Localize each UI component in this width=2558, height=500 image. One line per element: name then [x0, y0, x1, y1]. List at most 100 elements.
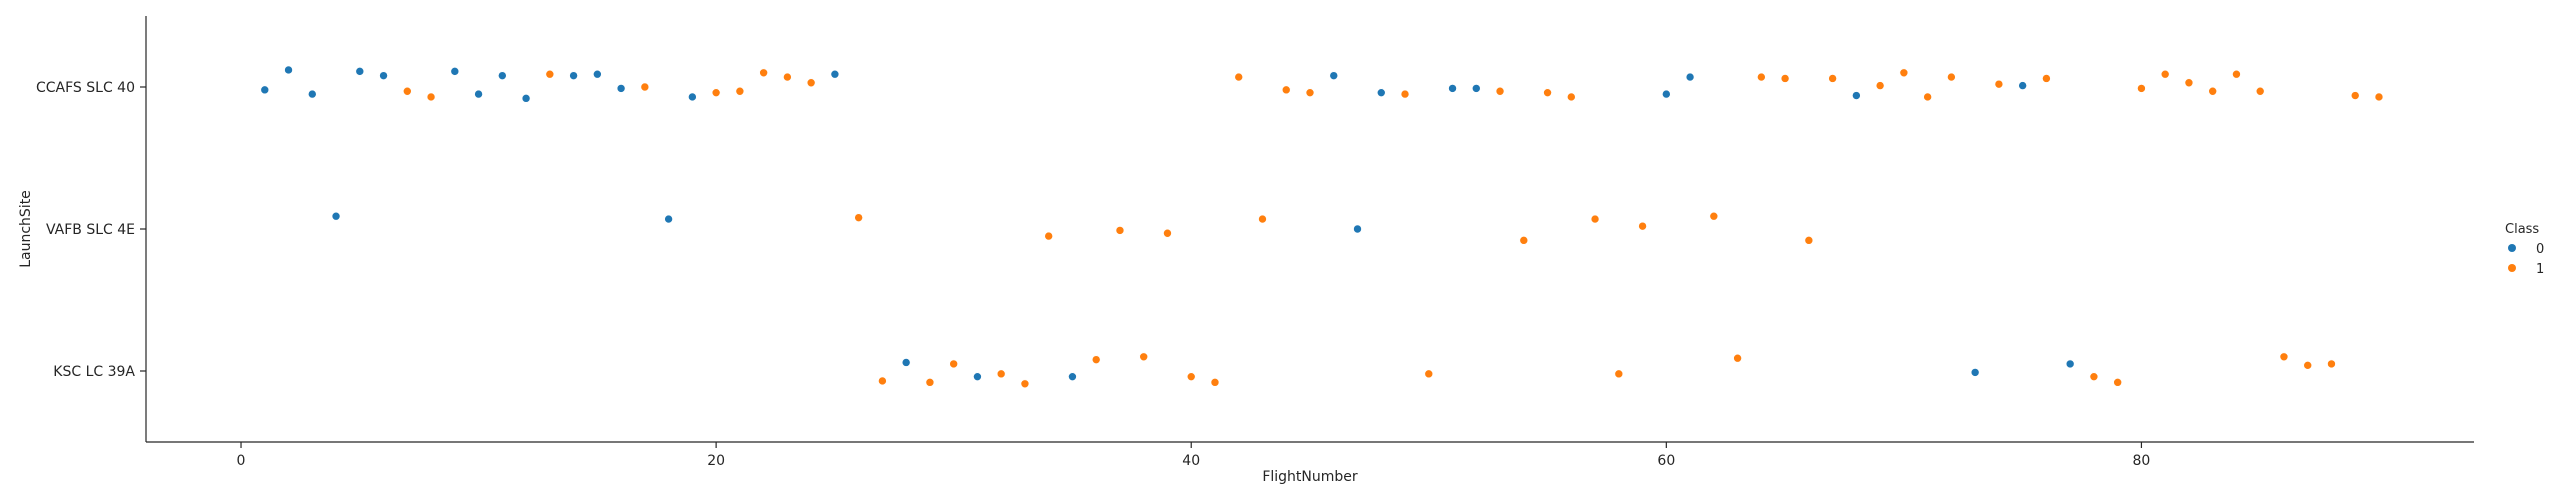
data-point	[450, 67, 460, 76]
data-point	[1305, 88, 1315, 97]
data-point	[688, 92, 697, 102]
legend-title: Class	[2505, 222, 2539, 237]
data-point	[1424, 369, 1434, 379]
data-point	[1186, 372, 1196, 381]
data-point	[593, 69, 602, 79]
plot-area: 0 20 40 60 80 CCAFS SLC 40 VAFB SLC 4E KSC LC …	[36, 16, 2474, 469]
data-point	[759, 68, 768, 78]
data-point	[1994, 79, 2004, 89]
data-point	[521, 94, 531, 103]
data-point	[1970, 368, 1980, 377]
y-tick-label: VAFB SLC 4E	[46, 222, 135, 238]
x-tick-label: 40	[1182, 453, 1200, 469]
data-point	[2374, 92, 2384, 102]
data-point	[2303, 361, 2313, 370]
data-point	[2232, 69, 2241, 79]
data-point	[355, 67, 365, 76]
data-point	[545, 69, 555, 79]
data-point	[284, 65, 293, 75]
data-points	[260, 65, 2384, 389]
data-point	[2160, 69, 2170, 79]
data-point	[1210, 378, 1220, 387]
x-tick-label: 20	[707, 453, 725, 469]
data-point	[498, 71, 507, 80]
y-ticks: CCAFS SLC 40 VAFB SLC 4E KSC LC 39A	[36, 80, 146, 380]
y-tick-label: CCAFS SLC 40	[36, 80, 135, 96]
data-point	[1828, 74, 1837, 83]
data-point	[2089, 372, 2099, 381]
data-point	[949, 359, 958, 369]
data-point	[901, 358, 911, 367]
data-point	[1091, 355, 1101, 364]
data-point	[640, 82, 650, 92]
data-point	[2018, 81, 2027, 90]
data-point	[1163, 228, 1172, 238]
data-point	[2255, 86, 2265, 96]
x-axis-label: FlightNumber	[1262, 469, 1358, 485]
data-point	[1068, 372, 1077, 381]
data-point	[616, 84, 626, 93]
data-point	[1495, 86, 1505, 96]
data-point	[1115, 226, 1125, 235]
data-point	[2137, 84, 2146, 93]
data-point	[2042, 74, 2051, 83]
data-point	[1662, 89, 1671, 99]
data-point	[260, 85, 270, 95]
legend-entry-label: 1	[2536, 262, 2544, 277]
data-point	[1448, 84, 1457, 93]
data-point	[1899, 68, 1909, 78]
x-ticks: 0 20 40 60 80	[237, 442, 2151, 469]
data-point	[1258, 214, 1267, 224]
x-tick-label: 0	[237, 453, 246, 469]
data-point	[1804, 236, 1814, 245]
data-point	[2327, 359, 2336, 369]
data-point	[1923, 92, 1932, 102]
data-point	[996, 369, 1006, 379]
data-point	[1852, 91, 1861, 100]
data-point	[426, 92, 436, 102]
data-point	[830, 69, 840, 79]
data-point	[2184, 78, 2194, 88]
data-point	[1638, 221, 1647, 231]
data-point	[379, 71, 388, 80]
legend-entries: 01	[2508, 242, 2544, 277]
data-point	[1875, 81, 1885, 90]
data-point	[783, 72, 792, 82]
data-point	[1614, 369, 1624, 379]
data-point	[2350, 91, 2360, 100]
data-point	[735, 86, 745, 96]
data-point	[1519, 236, 1529, 245]
data-point	[1733, 353, 1742, 363]
x-tick-label: 80	[2133, 453, 2151, 469]
data-point	[973, 372, 982, 381]
data-point	[474, 89, 483, 99]
x-tick-label: 60	[1657, 453, 1675, 469]
data-point	[1044, 231, 1053, 241]
data-point	[569, 71, 578, 80]
data-point	[1780, 74, 1790, 83]
data-point	[1471, 84, 1481, 93]
data-point	[1139, 352, 1149, 362]
data-point	[1353, 224, 1362, 234]
data-point	[854, 213, 863, 222]
y-axis-label: LaunchSite	[18, 190, 34, 268]
data-point	[1376, 88, 1386, 97]
data-point	[1947, 72, 1956, 82]
data-point	[403, 86, 412, 96]
data-point	[1685, 72, 1695, 82]
data-point	[331, 211, 341, 221]
data-point	[1590, 214, 1600, 224]
data-point	[307, 89, 317, 99]
data-point	[1567, 92, 1576, 102]
data-point	[1020, 379, 1030, 389]
data-point	[2113, 378, 2122, 387]
data-point	[2065, 359, 2075, 369]
data-point	[1400, 89, 1410, 99]
data-point	[925, 378, 935, 387]
data-point	[1234, 72, 1244, 82]
data-point	[2208, 86, 2217, 96]
data-point	[1543, 88, 1552, 97]
legend-marker	[2508, 264, 2516, 272]
data-point	[2279, 352, 2289, 362]
